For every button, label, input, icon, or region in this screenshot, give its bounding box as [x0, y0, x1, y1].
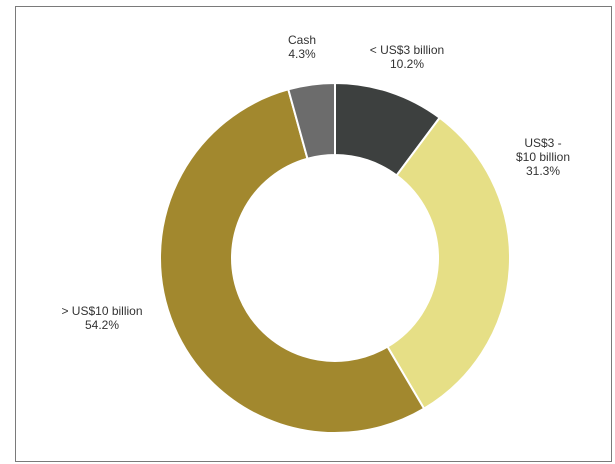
slice-label-4: Cash 4.3%: [288, 33, 316, 61]
slice-value-label: 31.3%: [526, 164, 560, 178]
donut-slice-2: [386, 116, 511, 411]
slice-value-label: 4.3%: [288, 47, 316, 61]
slice-category-label: Cash: [288, 33, 316, 47]
donut-slices: [159, 81, 511, 434]
slice-category-label: $10 billion: [516, 150, 570, 164]
donut-slice-3: [159, 88, 426, 434]
slice-label-1: < US$3 billion 10.2%: [370, 43, 444, 71]
slice-label-3: > US$10 billion 54.2%: [61, 304, 142, 332]
slice-labels: < US$3 billion 10.2% US$3 -$10 billion 31.3…: [61, 33, 570, 332]
slice-value-label: 54.2%: [85, 318, 119, 332]
slice-value-label: 10.2%: [390, 57, 424, 71]
slice-category-label: US$3 -: [524, 136, 561, 150]
donut-slice-4: [287, 81, 336, 160]
slice-category-label: > US$10 billion: [61, 304, 142, 318]
slice-category-label: < US$3 billion: [370, 43, 444, 57]
slice-label-2: US$3 -$10 billion 31.3%: [516, 136, 570, 178]
